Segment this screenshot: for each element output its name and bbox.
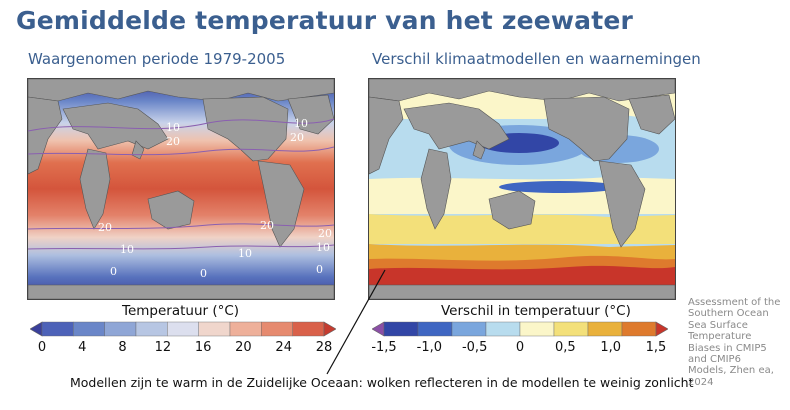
source-line: Models, Zhen ea, xyxy=(688,365,774,377)
colorbar-segment xyxy=(104,321,137,337)
colorbar-segment xyxy=(229,321,262,337)
colorbar-low-extend xyxy=(372,321,385,337)
left-panel-subtitle: Waargenomen periode 1979-2005 xyxy=(28,50,286,68)
page-title: Gemiddelde temperatuur van het zeewater xyxy=(16,6,634,35)
colorbar-segment xyxy=(167,321,199,337)
colorbar-tick-label: 0,5 xyxy=(554,340,576,355)
colorbar-tick-label: 0 xyxy=(37,340,47,355)
source-citation: Assessment of the Southern Ocean Sea Sur… xyxy=(688,297,786,388)
colorbar-high-extend xyxy=(655,321,668,337)
contour-label-20: 20 xyxy=(166,135,180,148)
colorbar-tick-label: 8 xyxy=(118,340,127,355)
colorbar-tick-label: 20 xyxy=(235,340,252,355)
contour-label-10: 10 xyxy=(294,117,308,130)
colorbar-segment xyxy=(383,321,419,337)
colorbar-segment xyxy=(417,321,453,337)
model-bias-map xyxy=(368,78,676,300)
colorbar-segment xyxy=(198,321,231,337)
left-legend-title: Temperatuur (°C) xyxy=(122,303,240,319)
source-line: Assessment of the xyxy=(688,297,781,308)
difference-colorbar xyxy=(372,321,668,337)
observed-temperature-map: 10 20 10 20 20 20 20 10 10 10 0 0 0 xyxy=(27,78,335,300)
source-line: and CMIP6 xyxy=(688,354,741,366)
right-legend-title: Verschil in temperatuur (°C) xyxy=(441,303,631,319)
colorbar-segment xyxy=(135,321,168,337)
source-line: Southern Ocean xyxy=(688,308,769,320)
colorbar-tick-label: -1,0 xyxy=(416,340,443,355)
colorbar-high-extend xyxy=(323,321,336,337)
colorbar-segment xyxy=(41,321,74,337)
source-line: Biases in CMIP5 xyxy=(688,342,767,354)
source-line: 2024 xyxy=(688,376,714,388)
contour-label-0: 0 xyxy=(200,267,207,280)
colorbar-segment xyxy=(451,321,487,337)
colorbar-tick-label: -0,5 xyxy=(461,340,488,355)
colorbar-segment xyxy=(553,321,589,337)
colorbar-segment xyxy=(73,321,105,337)
contour-label-10: 10 xyxy=(166,121,180,134)
contour-label-20: 20 xyxy=(260,219,274,232)
contour-label-10: 10 xyxy=(120,243,134,256)
colorbar-tick-label: 1,5 xyxy=(645,340,667,355)
colorbar-low-extend xyxy=(30,321,43,337)
annotation-text: Modellen zijn te warm in de Zuidelijke O… xyxy=(70,375,694,390)
colorbar-tick-label: 12 xyxy=(154,340,172,355)
colorbar-segment xyxy=(261,321,293,337)
colorbar-segment xyxy=(292,321,325,337)
contour-label-10: 10 xyxy=(238,247,252,260)
colorbar-tick-label: 0 xyxy=(515,340,525,355)
contour-label-20: 20 xyxy=(290,131,304,144)
source-line: Sea Surface xyxy=(688,319,748,331)
colorbar-tick-label: 1,0 xyxy=(600,340,621,355)
contour-label-10: 10 xyxy=(316,241,330,254)
contour-label-0: 0 xyxy=(110,265,117,278)
colorbar-tick-label: -1,5 xyxy=(371,340,397,355)
colorbar-tick-label: 24 xyxy=(275,340,292,355)
colorbar-tick-label: 4 xyxy=(78,340,87,355)
colorbar-segment xyxy=(621,321,657,337)
colorbar-tick-label: 16 xyxy=(194,340,212,355)
colorbar-segment xyxy=(485,321,521,337)
contour-label-0: 0 xyxy=(316,263,323,276)
temperature-colorbar xyxy=(30,321,336,337)
source-line: Temperature xyxy=(688,331,752,343)
colorbar-segment xyxy=(519,321,555,337)
colorbar-segment xyxy=(587,321,623,337)
contour-label-20: 20 xyxy=(98,221,112,234)
right-panel-subtitle: Verschil klimaatmodellen en waarnemingen xyxy=(372,50,701,68)
contour-label-20: 20 xyxy=(318,227,332,240)
colorbar-tick-label: 28 xyxy=(315,340,333,355)
